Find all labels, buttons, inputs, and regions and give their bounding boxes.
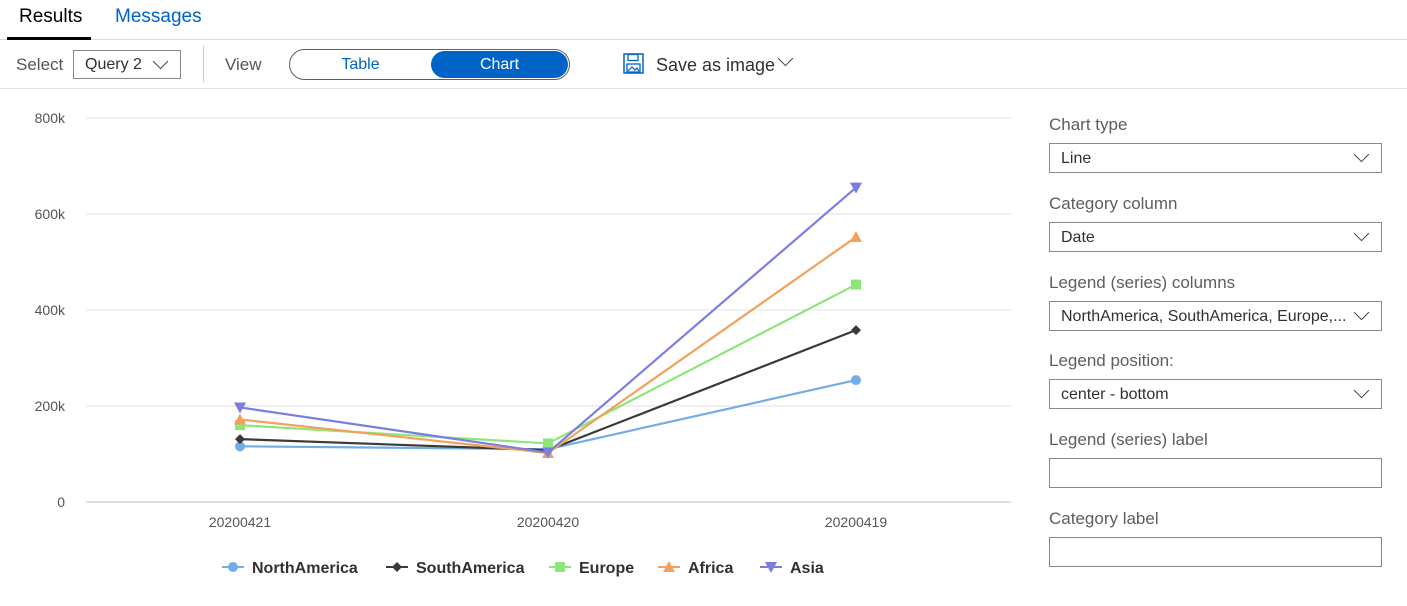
chevron-down-icon (777, 50, 794, 67)
chevron-down-icon (1353, 382, 1370, 399)
x-tick-label: 20200420 (517, 514, 580, 530)
y-tick-label: 0 (57, 494, 65, 510)
legend-columns-label: Legend (series) columns (1049, 273, 1236, 292)
data-point-europe (235, 420, 245, 431)
data-point-northamerica (235, 441, 245, 452)
view-toggle: Table Chart (289, 49, 570, 80)
category-column-value: Date (1061, 229, 1095, 246)
legend-position-value: center - bottom (1061, 386, 1169, 403)
legend-marker-northamerica (228, 562, 238, 572)
chevron-down-icon (152, 53, 169, 70)
data-point-africa (850, 231, 862, 243)
save-as-image-label: Save as image (656, 55, 776, 75)
data-point-europe (851, 279, 861, 290)
legend-label-southamerica: SouthAmerica (416, 560, 525, 577)
series-line-southamerica (239, 329, 857, 452)
chart-type-value: Line (1061, 150, 1092, 167)
category-column-label: Category column (1049, 194, 1178, 213)
view-label: View (225, 55, 262, 74)
chevron-down-icon (1353, 225, 1370, 242)
legend-label-africa: Africa (688, 560, 733, 577)
tab-results[interactable]: Results (19, 6, 83, 27)
legend-position-label: Legend position: (1049, 351, 1174, 370)
chevron-down-icon (1353, 304, 1370, 321)
legend-series-label-label: Legend (series) label (1049, 430, 1208, 449)
tab-messages[interactable]: Messages (115, 6, 202, 27)
data-point-africa (234, 413, 246, 425)
toolbar: Select Query 2 View Table Chart Save as … (0, 41, 1407, 89)
legend-marker-africa (663, 561, 675, 572)
series-line-asia (239, 186, 857, 454)
series-line-europe (239, 283, 857, 445)
tab-results-underline (7, 37, 91, 40)
legend-marker-southamerica (392, 562, 402, 572)
legend-marker-europe (555, 562, 565, 572)
chart-type-dropdown[interactable]: Line (1049, 143, 1382, 173)
legend-label-northamerica: NorthAmerica (252, 560, 358, 577)
data-point-southamerica (235, 434, 245, 445)
legend-marker-asia (765, 562, 777, 573)
legend-columns-dropdown[interactable]: NorthAmerica, SouthAmerica, Europe,... (1049, 301, 1382, 331)
view-table-button[interactable]: Table (341, 56, 380, 73)
data-point-northamerica (851, 375, 861, 386)
x-tick-label: 20200421 (209, 514, 272, 530)
data-point-southamerica (851, 325, 861, 336)
y-tick-label: 400k (35, 302, 66, 318)
y-tick-label: 600k (35, 206, 66, 222)
data-point-asia (234, 402, 246, 414)
chevron-down-icon (1353, 146, 1370, 163)
chart-type-label: Chart type (1049, 115, 1128, 134)
legend-position-dropdown[interactable]: center - bottom (1049, 379, 1382, 409)
y-tick-label: 800k (35, 110, 66, 126)
legend-label-asia: Asia (790, 560, 824, 577)
select-label: Select (16, 55, 64, 74)
legend-columns-value: NorthAmerica, SouthAmerica, Europe,... (1061, 308, 1347, 325)
toolbar-divider (203, 46, 204, 82)
data-point-europe (543, 438, 553, 449)
legend-series-label-input[interactable] (1049, 458, 1382, 488)
category-column-dropdown[interactable]: Date (1049, 222, 1382, 252)
data-point-asia (542, 447, 554, 459)
save-as-image-button[interactable]: Save as image (622, 50, 802, 80)
line-chart: 0 200k 400k 600k 800k 20200421 20200420 2020041… (0, 90, 1030, 606)
save-image-icon (623, 53, 644, 74)
chart-svg: 0 200k 400k 600k 800k 20200421 20200420 2020041… (35, 110, 1011, 577)
x-tick-label: 20200419 (825, 514, 888, 530)
category-label-input[interactable] (1049, 537, 1382, 567)
category-label-label: Category label (1049, 509, 1159, 528)
data-point-asia (850, 182, 862, 194)
view-chart-button[interactable]: Chart (431, 51, 568, 78)
legend-label-europe: Europe (579, 560, 634, 577)
y-tick-label: 200k (35, 398, 66, 414)
query-select-value: Query 2 (85, 56, 142, 73)
result-tabs: Results Messages (0, 0, 1407, 40)
query-select[interactable]: Query 2 (73, 50, 181, 79)
